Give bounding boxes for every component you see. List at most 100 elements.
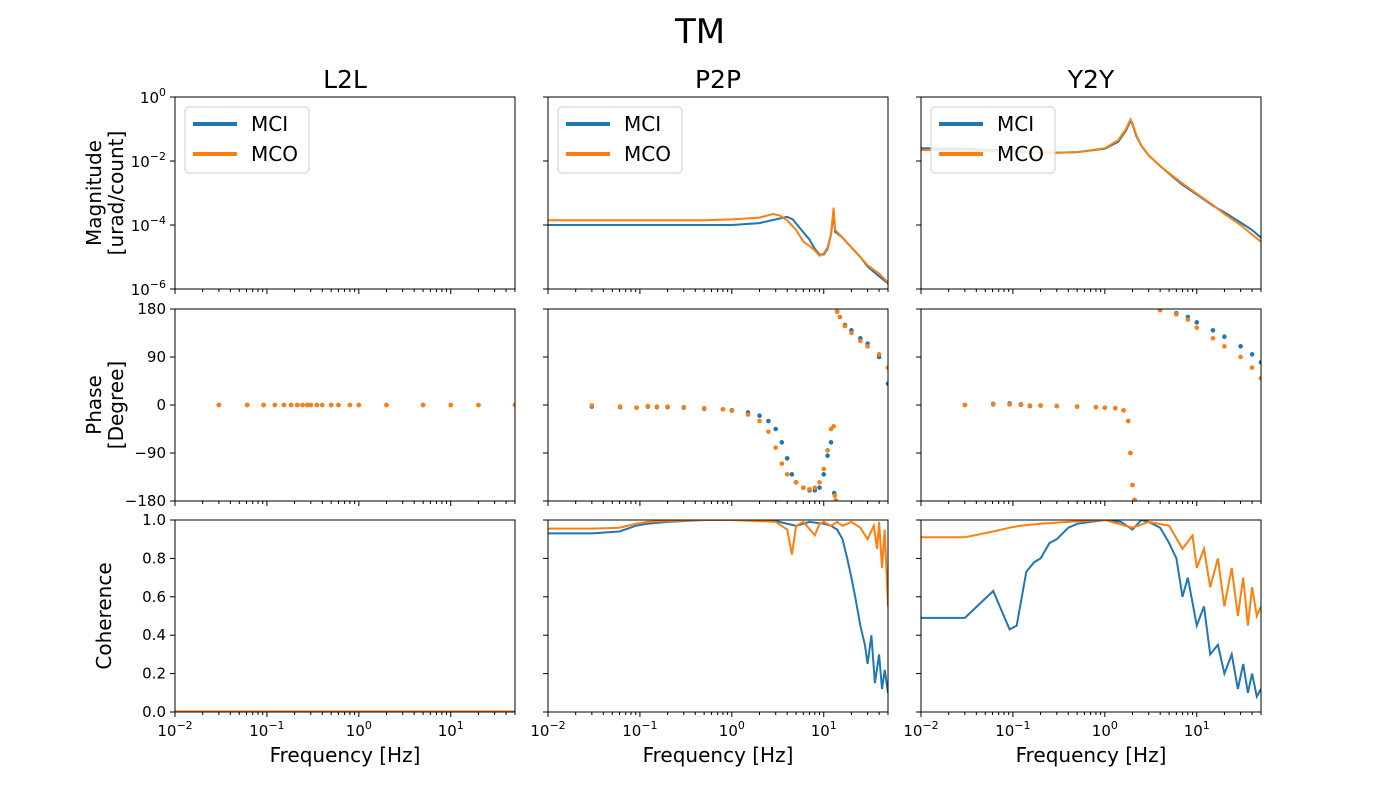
y-tick-label: 0.2 xyxy=(142,665,166,683)
phase-point-mco xyxy=(1102,405,1108,410)
phase-point-mco xyxy=(831,424,836,429)
phase-point-mco xyxy=(1074,404,1080,409)
phase-point-mco xyxy=(294,402,300,408)
phase-point-mco xyxy=(244,402,250,408)
legend: MCI MCO xyxy=(930,106,1056,174)
phase-point-mci xyxy=(821,472,827,477)
phase-point-mco xyxy=(1125,418,1131,424)
x-tick-label: 10−2 xyxy=(157,719,192,740)
phase-point-mco xyxy=(779,461,785,466)
panel-y2y-coh: 10−2 10−1 100 101 Frequency [Hz] xyxy=(903,519,1262,767)
series-line-mco xyxy=(548,520,888,607)
legend: MCI MCO xyxy=(557,106,683,174)
phase-point-mci xyxy=(817,485,822,490)
phase-point-mco xyxy=(336,402,341,408)
phase-point-mco xyxy=(512,402,515,408)
axes-frame xyxy=(547,308,889,502)
y-tick-label: −90 xyxy=(134,444,166,462)
y-axis-label: Coherence xyxy=(92,562,116,669)
series-mco xyxy=(216,402,515,408)
phase-point-mco xyxy=(1113,405,1118,411)
phase-point-mco xyxy=(729,408,735,414)
phase-point-mco xyxy=(1128,450,1133,456)
panel-l2l-mag: 10010−210−410−6Magnitude[urad/count]MCIM… xyxy=(82,86,516,299)
phase-point-mco xyxy=(328,402,334,408)
phase-point-mco xyxy=(1093,404,1099,410)
phase-point-mco xyxy=(773,445,778,450)
x-tick-label: 100 xyxy=(346,719,372,740)
phase-point-mco xyxy=(1238,354,1243,360)
axes-frame xyxy=(174,96,516,290)
phase-point-mco xyxy=(634,405,639,410)
y-tick-label: 0 xyxy=(156,396,166,414)
panel-y2y-phase xyxy=(916,308,1262,506)
phase-point-mco xyxy=(801,485,806,490)
y-tick-label: 0.0 xyxy=(142,703,166,721)
phase-point-mco xyxy=(1222,344,1227,349)
phase-point-mco xyxy=(1130,482,1135,488)
phase-point-mco xyxy=(876,352,882,357)
x-tick-label: 100 xyxy=(719,719,745,740)
x-tick-label: 10−2 xyxy=(903,719,938,740)
x-tick-label: 10−1 xyxy=(622,719,657,740)
phase-point-mci xyxy=(784,456,790,461)
phase-point-mco xyxy=(420,402,426,408)
series-mco xyxy=(921,520,1261,626)
legend-label-mci: MCI xyxy=(997,112,1034,136)
axes-frame xyxy=(174,308,516,502)
x-tick-label: 101 xyxy=(1184,719,1210,740)
panel-title-y2y: Y2Y xyxy=(1067,65,1115,94)
phase-point-mci xyxy=(885,381,888,386)
series-mci xyxy=(589,309,888,501)
legend-label-mci: MCI xyxy=(251,112,288,136)
x-tick-label: 101 xyxy=(811,719,837,740)
phase-point-mco xyxy=(272,402,278,408)
phase-point-mci xyxy=(766,418,771,424)
x-axis-label: Frequency [Hz] xyxy=(270,743,421,767)
phase-point-mco xyxy=(1174,312,1179,317)
phase-point-mco xyxy=(784,472,790,477)
axes-frame xyxy=(547,96,889,290)
x-tick-label: 10−2 xyxy=(530,719,565,740)
x-tick-label: 100 xyxy=(1092,719,1118,740)
y-tick-label: 180 xyxy=(137,300,166,318)
axes-frame xyxy=(920,308,1262,502)
y-tick-label: 100 xyxy=(140,86,166,107)
phase-point-mco xyxy=(617,404,623,409)
phase-point-mco xyxy=(885,365,888,370)
series-mci xyxy=(921,520,1261,700)
x-axis-label: Frequency [Hz] xyxy=(643,743,794,767)
legend-label-mco: MCO xyxy=(251,142,298,166)
phase-point-mco xyxy=(356,402,362,408)
phase-point-mco xyxy=(757,418,762,424)
axes-frame xyxy=(920,519,1262,713)
series-mco xyxy=(548,207,888,284)
phase-point-mco xyxy=(288,402,294,408)
phase-point-mco xyxy=(834,309,840,314)
y-tick-label: 0.4 xyxy=(142,626,166,644)
phase-point-mco xyxy=(1157,309,1163,313)
phase-point-mci xyxy=(1222,334,1227,340)
y-tick-label: 10−6 xyxy=(131,278,166,299)
panel-p2p-phase xyxy=(543,308,889,506)
phase-point-mco xyxy=(766,429,771,434)
y-tick-label: 0.6 xyxy=(142,588,166,606)
panel-title-p2p: P2P xyxy=(695,65,741,94)
phase-point-mci xyxy=(779,440,785,445)
phase-point-mco xyxy=(1038,403,1043,408)
series-mco xyxy=(589,309,888,501)
phase-point-mco xyxy=(837,314,843,320)
series-mci xyxy=(548,520,888,693)
phase-point-mco xyxy=(281,402,287,408)
phase-point-mco xyxy=(1018,402,1024,408)
panel-p2p-mag: MCI MCO xyxy=(543,96,889,294)
phase-point-mco xyxy=(720,406,726,412)
x-tick-label: 10−1 xyxy=(249,719,284,740)
phase-point-mco xyxy=(347,402,353,408)
y-tick-label: 10−2 xyxy=(131,150,166,171)
axes-frame xyxy=(547,519,889,713)
phase-point-mco xyxy=(1249,365,1255,370)
phase-point-mco xyxy=(1258,376,1261,381)
series-line-mco xyxy=(548,207,888,284)
phase-point-mco xyxy=(1027,403,1033,408)
